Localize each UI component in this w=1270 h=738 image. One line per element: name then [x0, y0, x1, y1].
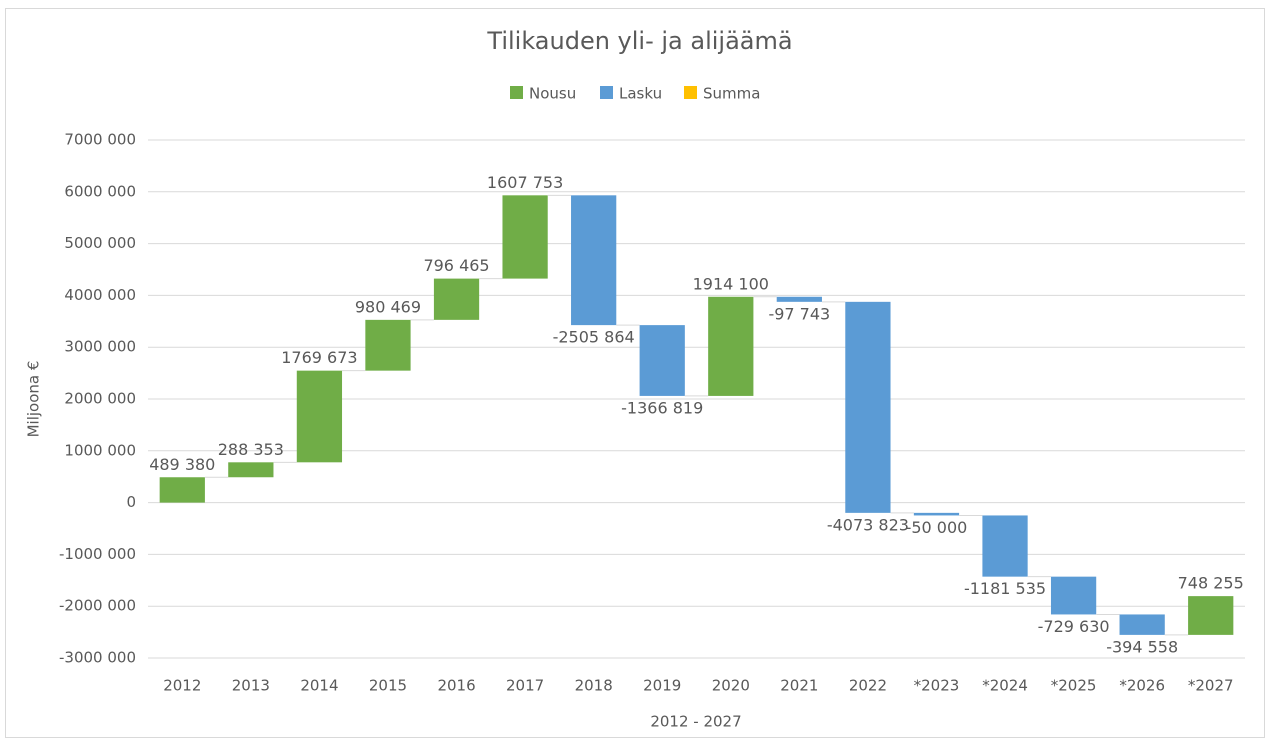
data-label: -97 743: [768, 304, 830, 323]
chart-title: Tilikauden yli- ja alijäämä: [486, 27, 792, 55]
x-tick-label: 2019: [643, 677, 681, 695]
x-tick-label: 2014: [300, 677, 338, 695]
y-tick-label: 0: [126, 493, 136, 511]
y-axis-label: Miljoona €: [25, 361, 43, 438]
bar: [639, 325, 685, 396]
data-label: -729 630: [1038, 617, 1110, 636]
legend-swatch: [684, 86, 697, 99]
data-label: 1914 100: [693, 274, 769, 293]
data-label: 980 469: [355, 297, 421, 316]
data-label: -1366 819: [621, 398, 703, 417]
data-label: -1181 535: [964, 579, 1046, 598]
data-label: -2505 864: [553, 328, 635, 347]
x-tick-label: 2013: [232, 677, 270, 695]
x-tick-label: 2017: [506, 677, 544, 695]
bar: [228, 462, 274, 478]
y-tick-label: 6000 000: [64, 182, 136, 200]
data-label: 1607 753: [487, 173, 563, 192]
bar: [845, 301, 891, 513]
x-tick-label: *2023: [914, 677, 960, 695]
y-tick-label: 2000 000: [64, 390, 136, 408]
bar: [913, 512, 960, 516]
bar: [1188, 596, 1234, 635]
x-tick-label: 2018: [575, 677, 613, 695]
y-tick-label: -3000 000: [59, 649, 136, 667]
bar: [502, 195, 548, 279]
legend-label: Nousu: [529, 85, 576, 103]
bar: [433, 278, 480, 320]
data-label: -394 558: [1106, 637, 1178, 656]
x-tick-label: 2016: [437, 677, 475, 695]
y-tick-label: 3000 000: [64, 338, 136, 356]
x-tick-label: *2027: [1188, 677, 1234, 695]
data-label: 748 255: [1178, 574, 1244, 593]
legend-label: Summa: [703, 85, 760, 103]
bar: [296, 370, 343, 463]
x-tick-label: 2020: [712, 677, 750, 695]
x-tick-label: 2021: [780, 677, 818, 695]
y-tick-label: 1000 000: [64, 441, 136, 459]
bar: [776, 296, 822, 302]
y-tick-label: -1000 000: [59, 545, 136, 563]
bar: [365, 319, 411, 371]
bar: [571, 195, 617, 326]
data-label: -4073 823: [827, 515, 909, 534]
bar: [708, 296, 754, 396]
y-tick-label: 5000 000: [64, 234, 136, 252]
legend-label: Lasku: [619, 85, 662, 103]
bar: [1050, 576, 1097, 615]
x-tick-label: 2015: [369, 677, 407, 695]
data-label: 1769 673: [281, 348, 357, 367]
legend-swatch: [510, 86, 523, 99]
data-label: -50 000: [906, 518, 968, 537]
legend-swatch: [600, 86, 613, 99]
bar: [1119, 614, 1165, 635]
x-tick-label: *2024: [982, 677, 1028, 695]
data-label: 489 380: [149, 455, 215, 474]
x-tick-label: 2012: [163, 677, 201, 695]
data-label: 796 465: [423, 256, 489, 275]
chart-border: [5, 8, 1265, 738]
x-tick-label: *2026: [1119, 677, 1165, 695]
x-tick-label: 2022: [849, 677, 887, 695]
x-axis-label: 2012 - 2027: [650, 713, 741, 731]
y-tick-label: 4000 000: [64, 286, 136, 304]
bar: [982, 515, 1028, 577]
y-tick-label: -2000 000: [59, 597, 136, 615]
data-label: 288 353: [218, 440, 284, 459]
y-tick-label: 7000 000: [64, 131, 136, 149]
x-tick-label: *2025: [1051, 677, 1097, 695]
bar: [159, 477, 205, 503]
